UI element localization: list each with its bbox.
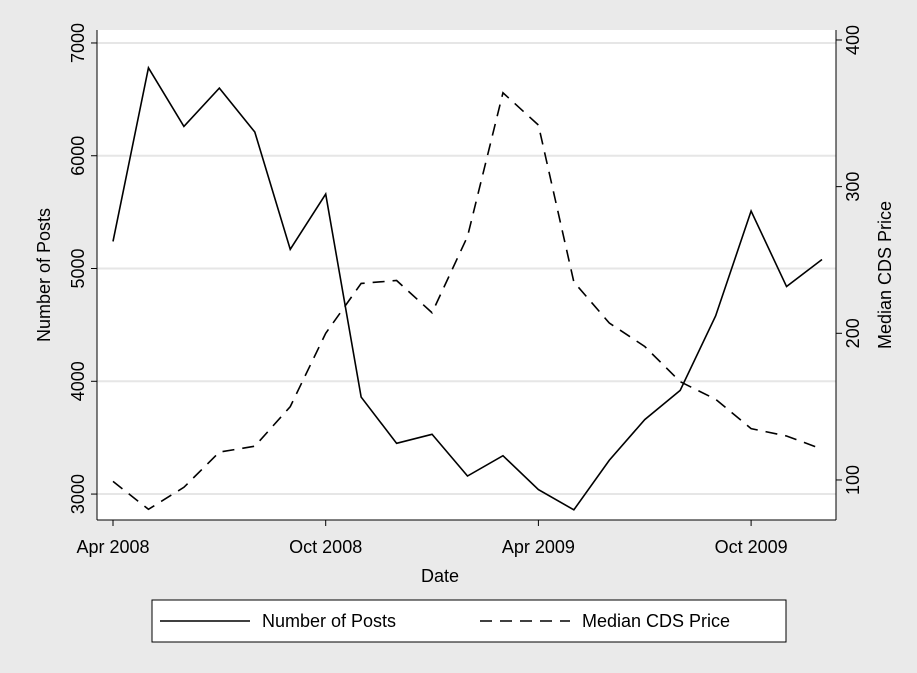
series-line xyxy=(112,91,823,511)
legend-label: Number of Posts xyxy=(262,611,396,631)
series-line xyxy=(112,65,823,511)
legend xyxy=(151,599,787,643)
y-axis-label: Number of Posts xyxy=(34,208,54,342)
y-tick-label: 6000 xyxy=(68,136,88,176)
legend-label: Median CDS Price xyxy=(582,611,730,631)
y2-tick-label: 200 xyxy=(843,318,863,348)
x-tick-label: Oct 2009 xyxy=(715,537,788,557)
x-tick-label: Oct 2008 xyxy=(289,537,362,557)
x-axis-label: Date xyxy=(421,566,459,586)
y-tick-label: 3000 xyxy=(68,474,88,514)
x-tick-label: Apr 2008 xyxy=(76,537,149,557)
y-tick-label: 7000 xyxy=(68,23,88,63)
y2-tick-label: 300 xyxy=(843,172,863,202)
y-tick-label: 5000 xyxy=(68,248,88,288)
y2-tick-label: 400 xyxy=(843,25,863,55)
y-tick-label: 4000 xyxy=(68,361,88,401)
y2-tick-label: 100 xyxy=(843,465,863,495)
y2-axis-label: Median CDS Price xyxy=(875,201,895,349)
x-tick-label: Apr 2009 xyxy=(502,537,575,557)
plot-area xyxy=(97,30,836,520)
